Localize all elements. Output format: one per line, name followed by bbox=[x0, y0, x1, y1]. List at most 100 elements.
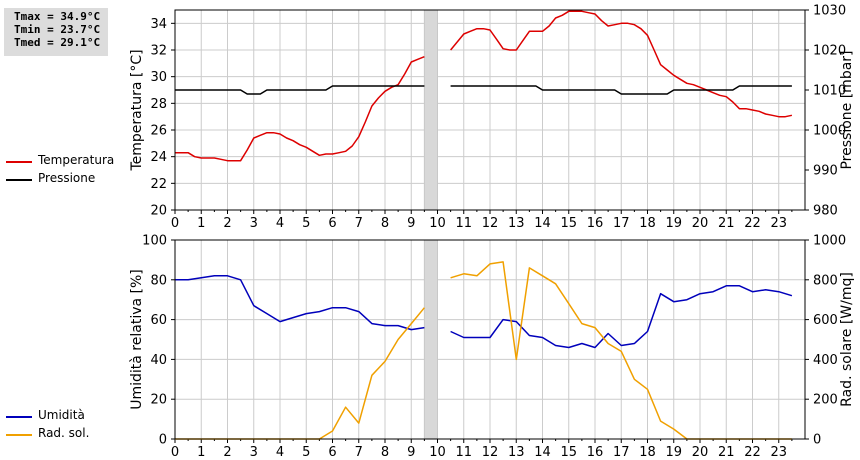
series-line-temperatura bbox=[175, 56, 425, 162]
tick-label-y-right: 1020 bbox=[813, 44, 846, 59]
tick-label-y-right: 1000 bbox=[813, 124, 846, 139]
tick-label-y-right: 600 bbox=[813, 313, 838, 328]
tick-label-x: 7 bbox=[355, 445, 363, 460]
tick-label-x: 15 bbox=[560, 445, 577, 460]
tick-label-y-right: 200 bbox=[813, 393, 838, 408]
tick-label-x: 3 bbox=[250, 216, 258, 231]
tick-label-x: 0 bbox=[171, 216, 179, 231]
tick-label-y-left: 80 bbox=[150, 273, 167, 288]
tick-label-x: 14 bbox=[534, 216, 551, 231]
y-axis-label-left: Temperatura [°C] bbox=[129, 49, 145, 171]
tick-label-y-left: 100 bbox=[142, 234, 167, 249]
tick-label-x: 17 bbox=[613, 445, 630, 460]
tick-label-x: 22 bbox=[744, 216, 761, 231]
tick-label-y-left: 60 bbox=[150, 313, 167, 328]
y-axis-label-right: Pressione [mbar] bbox=[839, 50, 855, 169]
tick-label-x: 19 bbox=[665, 216, 682, 231]
tick-label-x: 21 bbox=[718, 216, 735, 231]
tick-label-y-left: 22 bbox=[150, 177, 167, 192]
tick-label-y-left: 24 bbox=[150, 150, 167, 165]
tick-label-y-left: 34 bbox=[150, 17, 167, 32]
missing-data-band bbox=[423, 9, 438, 211]
tick-label-x: 20 bbox=[692, 216, 709, 231]
tick-label-x: 16 bbox=[587, 445, 604, 460]
y-axis-label-left: Umidità relativa [%] bbox=[129, 269, 145, 410]
series-line-rad-sol- bbox=[450, 261, 792, 440]
missing-data-band bbox=[423, 239, 438, 440]
tick-label-x: 11 bbox=[455, 445, 472, 460]
tick-label-x: 4 bbox=[276, 216, 284, 231]
tick-label-x: 16 bbox=[587, 216, 604, 231]
tick-label-x: 13 bbox=[508, 445, 525, 460]
legend-label-radsol: Rad. sol. bbox=[38, 426, 90, 440]
tick-label-x: 15 bbox=[560, 216, 577, 231]
tmed-text: Tmed = 29.1°C bbox=[14, 36, 101, 49]
tmax-text: Tmax = 34.9°C bbox=[14, 10, 101, 23]
series-line-pressione bbox=[175, 85, 425, 95]
plot-frame bbox=[174, 239, 806, 440]
series-line-umidit- bbox=[450, 285, 793, 349]
legend-label-umidita: Umidità bbox=[38, 408, 85, 422]
tick-label-y-right: 1000 bbox=[813, 234, 846, 249]
tick-label-x: 5 bbox=[302, 445, 310, 460]
legend-label-pressione: Pressione bbox=[38, 171, 96, 185]
tick-label-x: 12 bbox=[482, 216, 499, 231]
plot-frame bbox=[174, 9, 806, 211]
series-line-pressione bbox=[450, 85, 792, 95]
legend-swatch-pressione bbox=[6, 179, 32, 181]
stats-box: Tmax = 34.9°C Tmin = 23.7°C Tmed = 29.1°… bbox=[4, 8, 108, 56]
tick-label-y-left: 28 bbox=[150, 97, 167, 112]
series-line-rad-sol- bbox=[175, 307, 425, 440]
tick-label-x: 7 bbox=[355, 216, 363, 231]
tick-label-x: 2 bbox=[223, 445, 231, 460]
tmin-text: Tmin = 23.7°C bbox=[14, 23, 101, 36]
y-axis-label-right: Rad. solare [W/mq] bbox=[839, 272, 855, 407]
legend-swatch-umidita bbox=[6, 416, 32, 418]
tick-label-y-right: 1010 bbox=[813, 84, 846, 99]
tick-label-x: 6 bbox=[328, 445, 336, 460]
tick-label-x: 14 bbox=[534, 445, 551, 460]
tick-label-x: 19 bbox=[665, 445, 682, 460]
tick-label-x: 13 bbox=[508, 216, 525, 231]
tick-label-y-left: 0 bbox=[159, 433, 167, 448]
tick-label-y-right: 800 bbox=[813, 273, 838, 288]
tick-label-x: 12 bbox=[482, 445, 499, 460]
tick-label-y-right: 990 bbox=[813, 164, 838, 179]
tick-label-x: 9 bbox=[407, 216, 415, 231]
tick-label-x: 18 bbox=[639, 216, 656, 231]
series-line-temperatura bbox=[450, 10, 793, 118]
tick-label-x: 21 bbox=[718, 445, 735, 460]
tick-label-x: 5 bbox=[302, 216, 310, 231]
tick-label-x: 22 bbox=[744, 445, 761, 460]
tick-label-x: 11 bbox=[455, 216, 472, 231]
tick-label-x: 6 bbox=[328, 216, 336, 231]
tick-label-x: 10 bbox=[429, 216, 446, 231]
tick-label-y-right: 0 bbox=[813, 433, 821, 448]
tick-label-x: 10 bbox=[429, 445, 446, 460]
tick-label-x: 2 bbox=[223, 216, 231, 231]
tick-label-y-left: 32 bbox=[150, 44, 167, 59]
legend-swatch-radsol bbox=[6, 434, 32, 436]
tick-label-x: 0 bbox=[171, 445, 179, 460]
tick-label-x: 20 bbox=[692, 445, 709, 460]
tick-label-y-left: 26 bbox=[150, 124, 167, 139]
tick-label-x: 17 bbox=[613, 216, 630, 231]
tick-label-y-right: 980 bbox=[813, 204, 838, 219]
tick-label-x: 3 bbox=[250, 445, 258, 460]
tick-label-x: 1 bbox=[197, 216, 205, 231]
tick-label-x: 23 bbox=[770, 216, 787, 231]
series-line-umidit- bbox=[175, 275, 425, 331]
tick-label-x: 1 bbox=[197, 445, 205, 460]
tick-label-x: 4 bbox=[276, 445, 284, 460]
tick-label-y-right: 400 bbox=[813, 353, 838, 368]
legend-label-temperatura: Temperatura bbox=[38, 153, 115, 167]
tick-label-x: 18 bbox=[639, 445, 656, 460]
legend-swatch-temperatura bbox=[6, 161, 32, 163]
tick-label-y-left: 30 bbox=[150, 70, 167, 85]
tick-label-y-right: 1030 bbox=[813, 4, 846, 19]
tick-label-y-left: 20 bbox=[150, 393, 167, 408]
tick-label-x: 8 bbox=[381, 445, 389, 460]
